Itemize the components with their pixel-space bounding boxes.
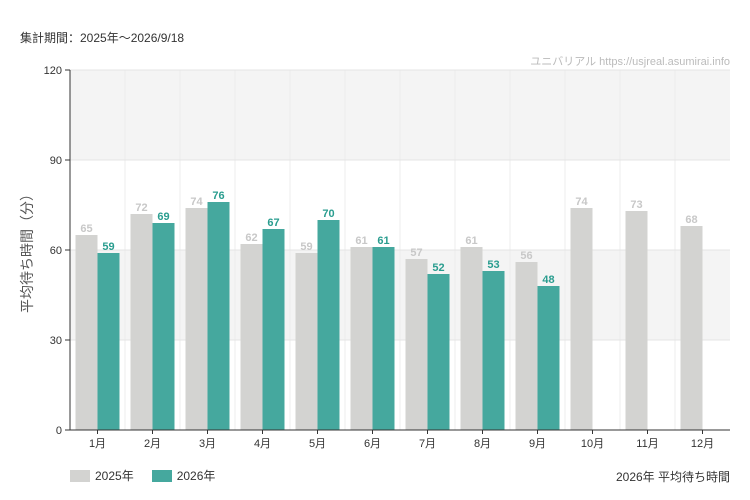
y-tick-label: 0 [56,425,62,437]
data-label-2026: 59 [102,241,114,253]
watermark: ユニバリアル https://usjreal.asumirai.info [530,56,730,68]
data-label-2025: 73 [630,199,642,211]
legend-label-2026: 2026年 [176,469,216,483]
data-label-2026: 61 [377,235,389,247]
bar-2025 [405,259,428,430]
x-tick-label: 7月 [419,438,436,450]
bar-2026 [152,223,175,430]
x-tick-label: 8月 [474,438,491,450]
y-tick-label: 60 [50,245,62,257]
bar-2026 [372,247,395,430]
x-tick-label: 9月 [529,438,546,450]
bar-2025 [295,253,318,430]
bar-2025 [75,235,98,430]
y-tick-label: 90 [50,155,62,167]
data-label-2025: 62 [245,232,257,244]
bar-2026 [207,202,230,430]
x-tick-label: 11月 [636,438,658,450]
data-label-2026: 48 [542,274,554,286]
bar-2025 [460,247,483,430]
y-tick-label: 30 [50,335,62,347]
y-tick-label: 120 [44,65,62,77]
bar-2025 [625,211,648,430]
bar-2025 [350,247,373,430]
x-tick-label: 4月 [254,438,271,450]
x-tick-label: 12月 [691,438,714,450]
x-tick-label: 1月 [89,438,106,450]
legend-swatch-2025 [70,469,90,482]
bar-2026 [317,220,340,430]
legend-swatch-2026 [151,469,172,482]
period-label: 集計期間：2025年～2026/9/18 [20,31,185,45]
data-label-2025: 56 [520,250,532,262]
x-tick-label: 2月 [144,438,161,450]
y-axis-title: 平均待ち時間（分） [19,187,35,313]
data-label-2026: 76 [212,190,224,202]
bar-2025 [130,214,153,430]
x-tick-label: 3月 [199,438,216,450]
legend: 2025年 2026年 [70,467,215,484]
bar-2025 [680,226,703,430]
x-tick-label: 10月 [581,438,604,450]
data-label-2026: 67 [267,217,279,229]
data-label-2026: 52 [432,262,444,274]
bar-2026 [427,274,450,430]
data-label-2026: 69 [157,211,169,223]
legend-label-2025: 2025年 [95,469,134,483]
data-label-2025: 61 [355,235,367,247]
data-label-2025: 61 [465,235,477,247]
bar-2026 [97,253,120,430]
data-label-2025: 65 [80,223,92,235]
chart-subtitle: 2026年 平均待ち時間 [615,470,730,484]
data-label-2025: 74 [575,196,588,208]
bar-2026 [482,271,505,430]
x-tick-label: 5月 [309,438,326,450]
data-label-2025: 74 [190,196,203,208]
bar-2026 [537,286,560,430]
data-label-2025: 72 [135,202,147,214]
legend-item-2025[interactable]: 2025年 [70,467,134,484]
data-label-2026: 70 [322,208,334,220]
bar-2025 [570,208,593,430]
bar-2025 [240,244,263,430]
data-label-2025: 68 [685,214,697,226]
data-label-2026: 53 [487,259,499,271]
x-tick-label: 6月 [364,438,381,450]
bar-2025 [515,262,538,430]
legend-item-2026[interactable]: 2026年 [151,467,216,484]
bar-2026 [262,229,285,430]
bar-2025 [185,208,208,430]
data-label-2025: 59 [300,241,312,253]
data-label-2025: 57 [410,247,422,259]
